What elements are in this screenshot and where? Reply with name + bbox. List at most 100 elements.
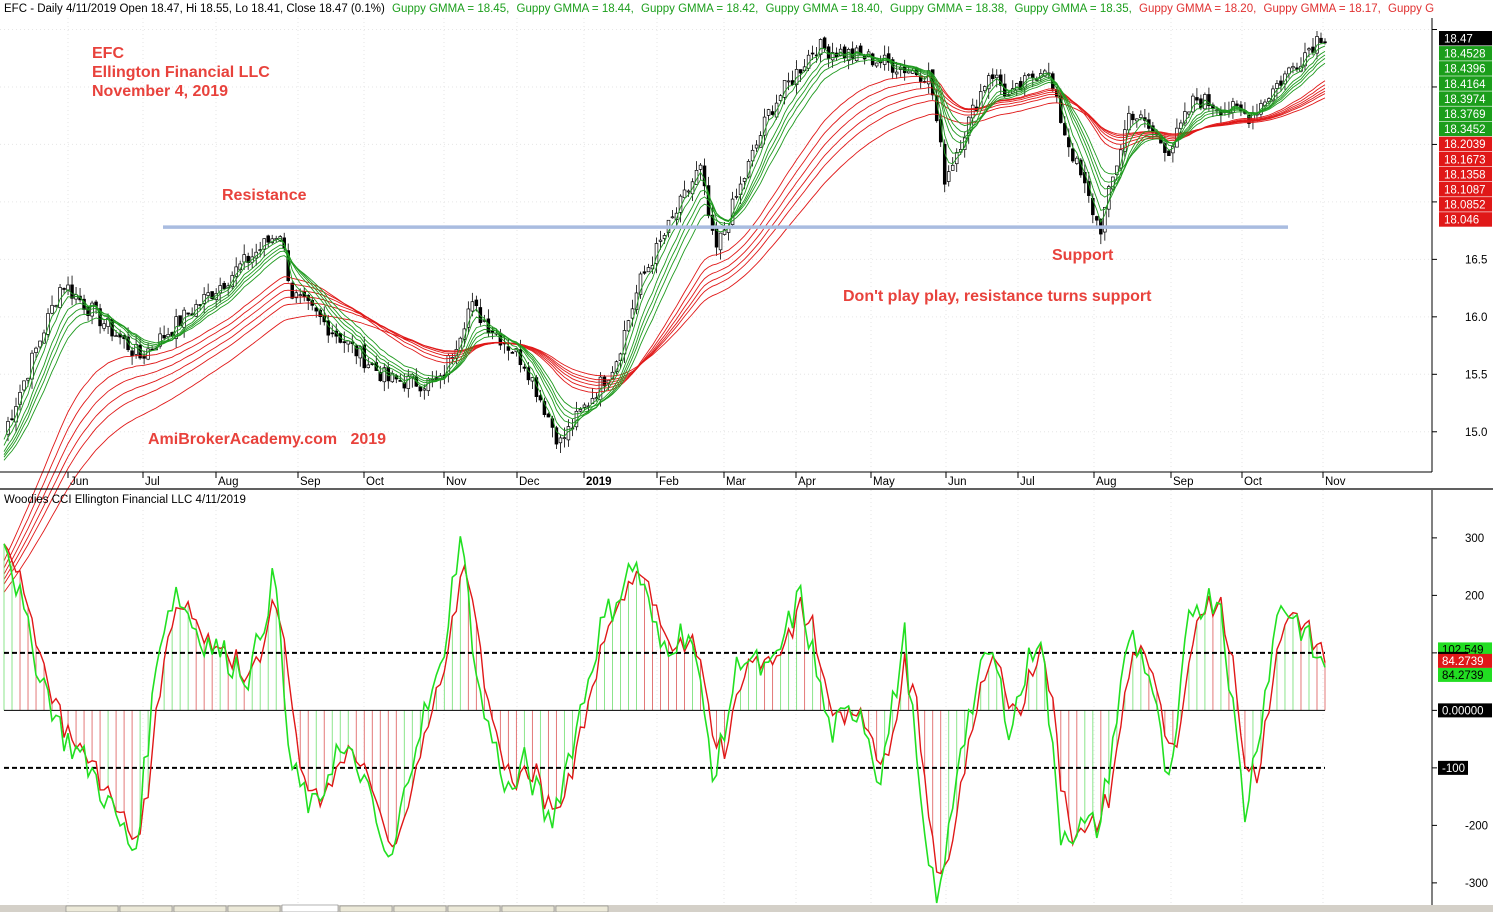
sheet-tab[interactable] — [65, 905, 119, 912]
candle-body — [418, 386, 423, 392]
candle-body — [406, 375, 411, 389]
candle-body — [542, 401, 547, 415]
annotation-resistance: Resistance — [222, 187, 307, 204]
candle-body — [554, 427, 559, 445]
price-value-label-box — [1439, 212, 1492, 227]
x-tick-label: Mar — [726, 476, 746, 488]
sheet-tab[interactable] — [119, 905, 173, 912]
sheet-tab[interactable] — [393, 905, 447, 912]
candle-body — [146, 348, 150, 360]
price-value-label: 18.1358 — [1444, 169, 1486, 181]
axis-layer: Jun Jul Aug Sep Oct Nov Dec 2019 Feb Mar Apr May Jun… — [0, 18, 1493, 905]
price-value-label-box — [1439, 197, 1492, 212]
price-value-label: 18.046 — [1444, 215, 1479, 227]
long-gmma-line — [3, 97, 1326, 593]
x-tick-label: Oct — [366, 476, 385, 488]
sheet-tab[interactable] — [339, 905, 393, 912]
long-gmma-line — [3, 90, 1326, 580]
price-y-tick-label: 16.5 — [1465, 254, 1487, 266]
short-gmma-line — [3, 42, 1326, 440]
sheet-tab[interactable] — [555, 905, 609, 912]
candle-body — [770, 111, 775, 115]
candle-body — [950, 164, 955, 171]
candle-body — [1319, 37, 1323, 43]
x-tick-label: 2019 — [586, 476, 612, 488]
cci-value-label-box — [1438, 760, 1468, 775]
candle-body — [990, 74, 995, 79]
cci-value-label-box — [1438, 703, 1492, 718]
price-value-label: 18.3452 — [1444, 124, 1486, 136]
candle-body — [1031, 73, 1035, 78]
x-tick-label: Nov — [1325, 476, 1346, 488]
cci-pane-title: Woodies CCI Ellington Financial LLC 4/11… — [4, 494, 246, 506]
x-tick-label: Nov — [446, 476, 467, 488]
price-value-label-box — [1439, 46, 1492, 61]
candle-body — [786, 80, 791, 83]
candle-body — [1199, 98, 1203, 109]
gmma-value-6: Guppy GMMA = 18.35, — [1015, 3, 1132, 15]
candle-body — [330, 332, 334, 335]
candle-body — [798, 69, 803, 74]
price-value-label: 18.4528 — [1444, 49, 1486, 61]
candle-body — [522, 366, 527, 369]
x-tick-label: Aug — [1096, 476, 1116, 488]
price-value-label: 18.4164 — [1444, 79, 1486, 91]
candle-body — [874, 62, 879, 67]
gmma-value-3: Guppy GMMA = 18.42, — [641, 3, 758, 15]
price-value-label: 18.0852 — [1444, 200, 1486, 212]
candle-body — [10, 418, 14, 421]
x-tick-label: Jun — [70, 476, 89, 488]
candle-body — [54, 305, 58, 307]
annotation-company: Ellington Financial LLC — [92, 64, 270, 81]
candle-body — [262, 238, 266, 250]
x-tick-label: Sep — [300, 476, 320, 488]
candle-body — [102, 323, 106, 329]
sheet-tab[interactable] — [501, 905, 555, 912]
candle-body — [858, 45, 863, 55]
x-tick-label: May — [873, 476, 895, 488]
candle-body — [842, 46, 847, 59]
sheet-tab[interactable] — [227, 905, 281, 912]
sheet-tab[interactable] — [447, 905, 501, 912]
candle-body — [646, 267, 651, 273]
candle-body — [1307, 48, 1311, 51]
candle-body — [526, 367, 531, 381]
candle-body — [1167, 150, 1171, 156]
price-pane[interactable] — [3, 31, 1327, 593]
cci-value-label-box — [1438, 653, 1492, 668]
price-value-label-box — [1439, 151, 1492, 167]
candle-body — [1291, 66, 1295, 69]
candle-body — [546, 413, 551, 418]
candle-body — [378, 371, 383, 382]
cci-value-label: -100 — [1442, 763, 1465, 775]
candle-body — [422, 388, 427, 391]
candle-body — [362, 344, 367, 369]
cci-y-tick-label: 300 — [1465, 533, 1484, 545]
price-value-label: 18.3769 — [1444, 109, 1486, 121]
sheet-tab[interactable] — [173, 905, 227, 912]
candle-body — [942, 143, 947, 185]
candle-body — [1163, 143, 1167, 153]
candle-body — [670, 216, 675, 219]
sheet-tab-active[interactable] — [281, 904, 339, 912]
candle-body — [158, 333, 162, 347]
candle-body — [886, 53, 891, 63]
candle-body — [222, 282, 226, 289]
sheet-tabs-background — [0, 905, 1493, 912]
gmma-value-7: Guppy GMMA = 18.20, — [1139, 3, 1256, 15]
candle-body — [594, 397, 599, 400]
annotation-support: Support — [1052, 247, 1114, 264]
cci-value-label: 0.00000 — [1442, 705, 1484, 717]
x-tick-label: Jul — [145, 476, 160, 488]
candle-body — [242, 254, 246, 263]
candle-body — [1115, 165, 1119, 175]
gmma-value-4: Guppy GMMA = 18.40, — [766, 3, 883, 15]
grid-layer — [0, 18, 1432, 903]
price-value-label: 18.1673 — [1444, 154, 1486, 166]
sheet-tabs-strip[interactable] — [0, 904, 1493, 912]
candle-body — [826, 46, 831, 59]
candle-body — [995, 74, 999, 79]
candle-body — [1323, 41, 1327, 44]
candle-body — [22, 380, 26, 391]
cci-pane[interactable] — [3, 536, 1326, 904]
